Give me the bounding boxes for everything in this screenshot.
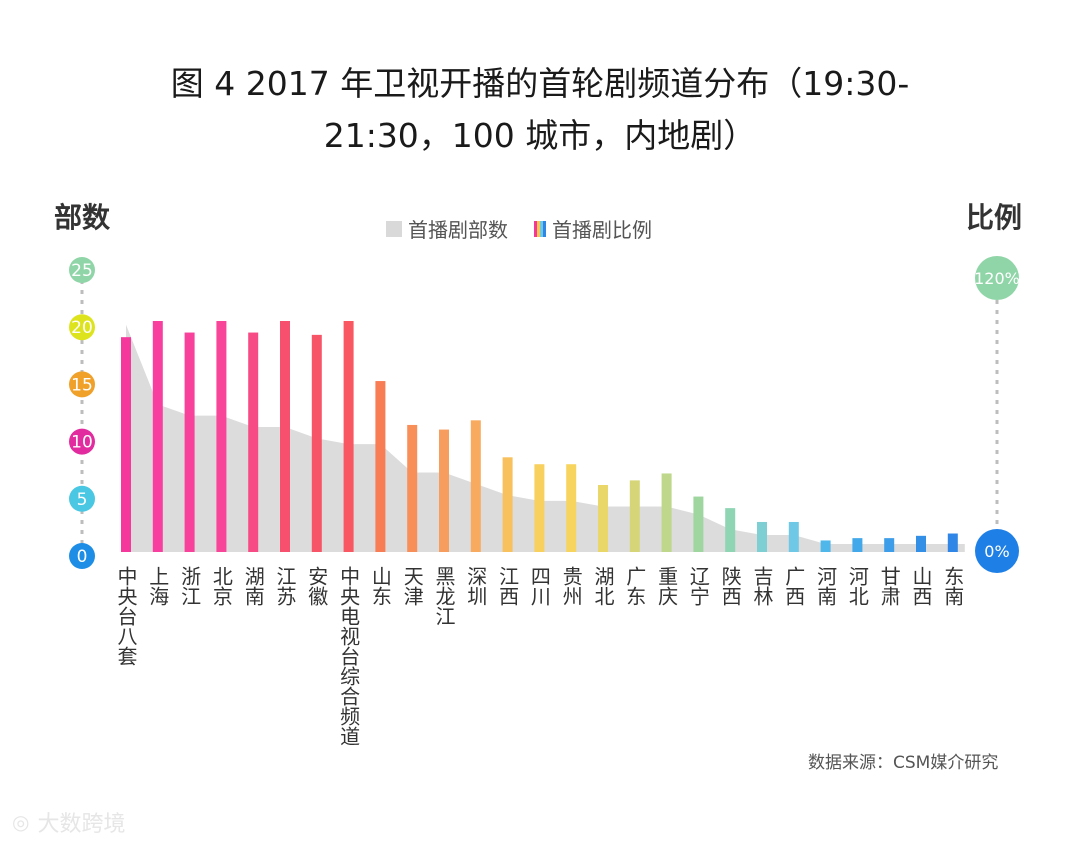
x-tick-label: 深圳 [464,566,488,606]
x-tick-label: 江西 [496,566,520,606]
x-tick-label: 中央台八套 [114,566,138,666]
left-tick-label: 10 [71,433,93,453]
legend-swatch-area [386,220,402,237]
x-tick-label: 广西 [782,566,806,606]
bar-17 [629,480,640,552]
x-tick-label: 陕西 [718,566,742,606]
bar-4 [216,321,227,552]
left-tick-circle [69,257,95,283]
x-tick-label: 东南 [941,566,965,606]
x-tick-label: 河北 [845,566,869,606]
x-tick-label: 辽宁 [686,566,710,606]
bar-26 [916,535,926,552]
chart-title-line1: 图 4 2017 年卫视开播的首轮剧频道分布（19:30- [170,64,910,103]
bar-15 [566,464,577,552]
right-tick-label-top: 120% [974,269,1020,288]
x-tick-label: 浙江 [178,566,202,606]
right-tick-label-bottom: 0% [984,542,1009,561]
bar-5 [248,332,259,552]
left-axis-title: 部数 [54,201,111,234]
right-tick-circle-bottom [975,529,1019,573]
bar-6 [280,321,290,552]
watermark-text: 大数跨境 [37,812,126,837]
watermark-logo-icon: ◎ [12,810,30,834]
left-tick-label: 5 [77,490,88,510]
x-tick-label: 四川 [527,566,551,606]
right-axis-title: 比例 [966,201,1023,234]
legend-label-area: 首播剧部数 [408,218,508,242]
legend-swatch-bar [534,220,546,237]
x-tick-label: 吉林 [750,566,774,606]
left-tick-circle [69,314,95,341]
x-tick-label: 天津 [400,566,424,606]
left-tick-label: 20 [71,318,93,338]
left-tick-circle [69,371,95,398]
bar-13 [502,457,513,552]
bar-11 [439,429,449,552]
bar-18 [661,473,672,552]
bar-10 [407,424,418,552]
bar-14 [534,464,545,552]
bar-25 [884,538,895,552]
bar-22 [788,521,799,552]
x-tick-label: 重庆 [655,566,679,606]
x-tick-label: 中央电视台综合频道 [337,566,361,746]
bar-27 [947,533,958,552]
bar-1 [121,337,131,552]
x-tick-label: 江苏 [273,566,297,606]
area-series [126,324,965,552]
bar-21 [757,521,767,552]
x-tick-label: 上海 [146,566,170,606]
legend-item-area: 首播剧部数 [386,214,508,243]
left-tick-circle [69,428,95,455]
bar-8 [343,321,354,552]
x-tick-label: 湖北 [591,566,615,606]
x-tick-label: 山西 [909,566,933,606]
legend-label-bar: 首播剧比例 [552,218,652,242]
legend-item-bar: 首播剧比例 [534,214,652,243]
bar-24 [852,538,863,552]
x-tick-label: 黑龙江 [432,566,456,626]
x-tick-label: 河南 [814,566,838,606]
bar-20 [725,508,736,552]
right-tick-circle-top [975,256,1019,300]
x-tick-label: 安徽 [305,566,329,606]
x-tick-label: 北京 [209,566,233,606]
bar-23 [820,540,831,552]
bar-19 [693,496,704,552]
watermark: ◎ 大数跨境 [12,806,125,838]
left-tick-label: 25 [71,261,93,281]
bar-3 [184,332,195,552]
x-tick-label: 贵州 [559,566,583,606]
bar-12 [470,420,481,552]
bar-9 [375,381,386,552]
chart-title: 图 4 2017 年卫视开播的首轮剧频道分布（19:30- 21:30，100 … [0,58,1080,162]
x-tick-label: 湖南 [241,566,265,606]
bar-2 [152,321,163,552]
left-tick-circle [69,485,95,512]
x-tick-label: 甘肃 [877,566,901,606]
bar-7 [311,334,322,552]
left-tick-label: 0 [77,547,88,567]
x-tick-label: 山东 [368,566,392,606]
data-source: 数据来源：CSM媒介研究 [808,753,999,773]
x-tick-label: 广东 [623,566,647,606]
chart-title-line2: 21:30，100 城市，内地剧） [323,116,757,155]
left-tick-label: 15 [71,375,93,395]
chart-legend: 首播剧部数 首播剧比例 [386,214,678,243]
bar-16 [598,485,608,552]
left-tick-circle [69,543,95,569]
